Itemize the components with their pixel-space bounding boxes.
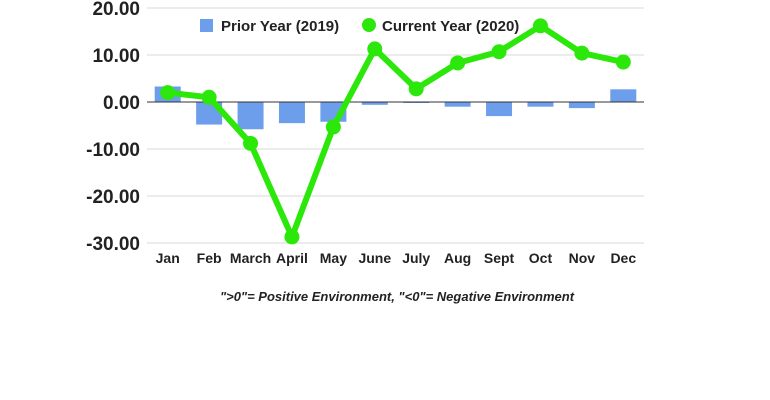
bar-june [361,102,388,105]
x-tick-label: May [320,250,347,266]
x-tick-label: Sept [484,250,515,266]
point-dec [615,54,631,70]
point-april [284,229,300,245]
x-tick-label: Nov [569,250,596,266]
bar-sept [486,102,513,117]
y-tick-label: 10.00 [92,46,140,67]
bar-dec [610,89,637,102]
y-tick-label: -20.00 [86,187,140,208]
bar-march [237,102,264,130]
x-tick-label: Oct [529,250,553,266]
series-line [164,22,627,240]
legend-swatch-prior-year [200,19,213,32]
point-nov [574,45,590,61]
bar-april [278,102,305,124]
legend-label-prior-year: Prior Year (2019) [221,18,339,35]
bar-aug [444,102,471,107]
y-tick-label: -30.00 [86,234,140,255]
point-oct [532,18,548,34]
legend-swatch-current-year [362,18,376,32]
point-sept [491,44,507,60]
x-tick-label: June [358,250,391,266]
point-july [408,81,424,97]
chart-caption: ">0"= Positive Environment, "<0"= Negati… [220,289,575,304]
bar-series-2019 [154,86,637,130]
y-axis: 20.00 10.00 0.00 -10.00 -20.00 -30.00 [86,0,140,255]
point-aug [450,55,466,71]
point-june [367,41,383,57]
line-series-2020 [160,18,631,245]
x-tick-label: March [230,250,271,266]
x-tick-label: Feb [197,250,222,266]
y-tick-label: -10.00 [86,140,140,161]
bar-oct [527,102,554,107]
gridlines [147,7,644,244]
legend-label-current-year: Current Year (2020) [382,18,519,35]
point-may [325,119,341,135]
legend: Prior Year (2019) Current Year (2020) [200,18,519,35]
x-tick-label: Dec [610,250,636,266]
x-axis: Jan Feb March April May June July Aug Sept Oct Nov… [156,250,637,266]
bar-nov [568,102,595,109]
point-march [243,135,259,151]
y-tick-label: 0.00 [103,93,140,114]
x-tick-label: July [402,250,430,266]
y-tick-label: 20.00 [92,0,140,20]
point-feb [201,89,217,105]
x-tick-label: Jan [156,250,180,266]
x-tick-label: April [276,250,308,266]
x-tick-label: Aug [444,250,471,266]
point-jan [160,85,176,101]
